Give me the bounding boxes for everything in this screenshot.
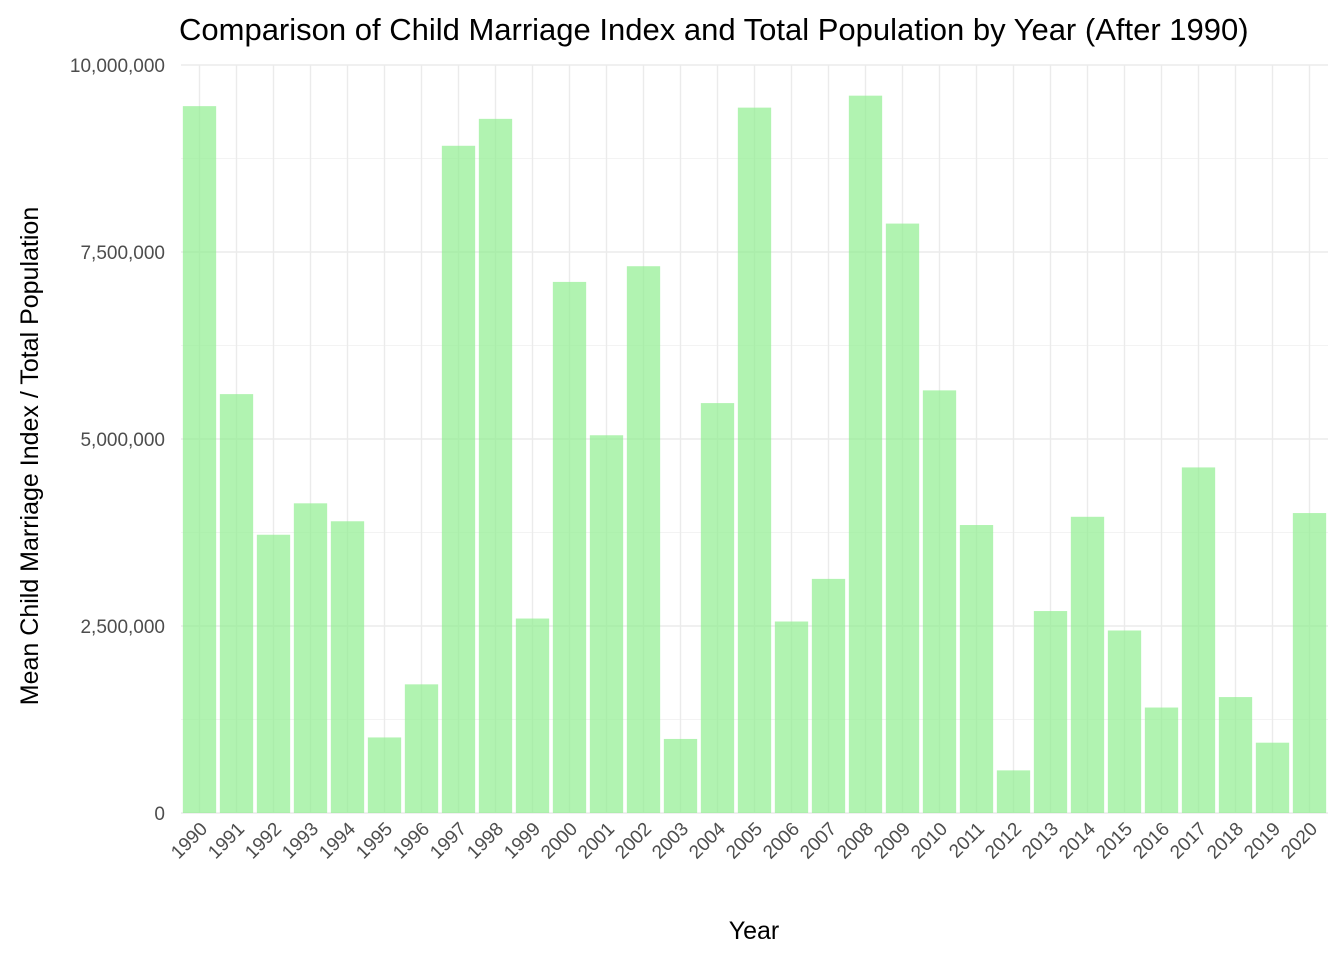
y-tick-label: 7,500,000 — [80, 243, 165, 264]
x-tick-label: 2016 — [1129, 819, 1174, 864]
bar-2012 — [996, 770, 1031, 813]
x-tick-label: 1990 — [167, 819, 212, 864]
y-tick-label: 5,000,000 — [80, 430, 165, 451]
y-axis-ticks: 0 2,500,000 5,000,000 7,500,000 10,000,000 — [70, 56, 165, 825]
bar-2008 — [848, 95, 883, 814]
bar-1998 — [478, 118, 513, 813]
y-tick-label: 10,000,000 — [70, 56, 165, 77]
bar-1993 — [293, 503, 328, 813]
bar-2005 — [737, 107, 772, 814]
x-tick-label: 2018 — [1203, 819, 1248, 864]
bars — [182, 95, 1327, 814]
x-tick-label: 1992 — [241, 819, 286, 864]
bar-1995 — [367, 737, 402, 813]
y-tick-label: 0 — [154, 804, 165, 825]
bar-2009 — [885, 223, 920, 814]
x-tick-label: 2000 — [537, 819, 582, 864]
bar-1996 — [404, 684, 439, 813]
bar-1999 — [515, 618, 550, 813]
bar-1994 — [330, 521, 365, 813]
x-tick-label: 1993 — [278, 819, 323, 864]
x-tick-label: 2012 — [981, 819, 1026, 864]
bar-1991 — [219, 394, 254, 813]
bar-1992 — [256, 534, 291, 813]
x-tick-label: 2019 — [1240, 819, 1285, 864]
y-axis-title: Mean Child Marriage Index / Total Popula… — [16, 207, 44, 705]
chart-title: Comparison of Child Marriage Index and T… — [179, 12, 1249, 47]
x-axis-ticks: 1990199119921993199419951996199719981999… — [167, 818, 1322, 863]
bar-2002 — [626, 266, 661, 813]
x-tick-label: 2011 — [945, 819, 989, 863]
x-tick-label: 2014 — [1055, 818, 1100, 863]
y-tick-label: 2,500,000 — [80, 617, 165, 638]
bar-2013 — [1033, 611, 1068, 813]
x-tick-label: 2004 — [685, 818, 730, 863]
bar-2003 — [663, 738, 698, 813]
x-tick-label: 2008 — [833, 819, 878, 864]
bar-2010 — [922, 390, 957, 813]
x-tick-label: 2001 — [574, 819, 619, 864]
bar-2007 — [811, 578, 846, 813]
bar-2019 — [1255, 742, 1290, 813]
x-tick-label: 2003 — [648, 819, 693, 864]
bar-2000 — [552, 281, 587, 813]
x-tick-label: 1995 — [352, 819, 397, 864]
x-tick-label: 2017 — [1166, 819, 1211, 864]
x-tick-label: 1991 — [204, 819, 249, 864]
bar-2016 — [1144, 707, 1179, 813]
bar-2017 — [1181, 467, 1216, 813]
bar-2020 — [1292, 513, 1327, 813]
bar-2015 — [1107, 630, 1142, 813]
x-tick-label: 2007 — [796, 819, 841, 864]
x-tick-label: 2009 — [870, 819, 915, 864]
x-tick-label: 1998 — [463, 819, 508, 864]
x-tick-label: 2005 — [722, 819, 767, 864]
x-tick-label: 2020 — [1277, 819, 1322, 864]
x-tick-label: 1997 — [426, 819, 471, 864]
x-tick-label: 2002 — [611, 819, 656, 864]
x-tick-label: 2015 — [1092, 819, 1137, 864]
bar-1990 — [182, 106, 217, 813]
x-tick-label: 1996 — [389, 819, 434, 864]
x-tick-label: 2010 — [907, 819, 952, 864]
x-tick-label: 2013 — [1018, 819, 1063, 864]
bar-2004 — [700, 403, 735, 813]
bar-2014 — [1070, 516, 1105, 813]
bar-2018 — [1218, 697, 1253, 813]
bar-2011 — [959, 525, 994, 813]
bar-2001 — [589, 435, 624, 813]
x-tick-label: 1999 — [500, 819, 545, 864]
x-tick-label: 2006 — [759, 819, 804, 864]
bar-1997 — [441, 145, 476, 813]
x-axis-title: Year — [729, 917, 780, 945]
bar-2006 — [774, 621, 809, 813]
x-tick-label: 1994 — [315, 818, 360, 863]
